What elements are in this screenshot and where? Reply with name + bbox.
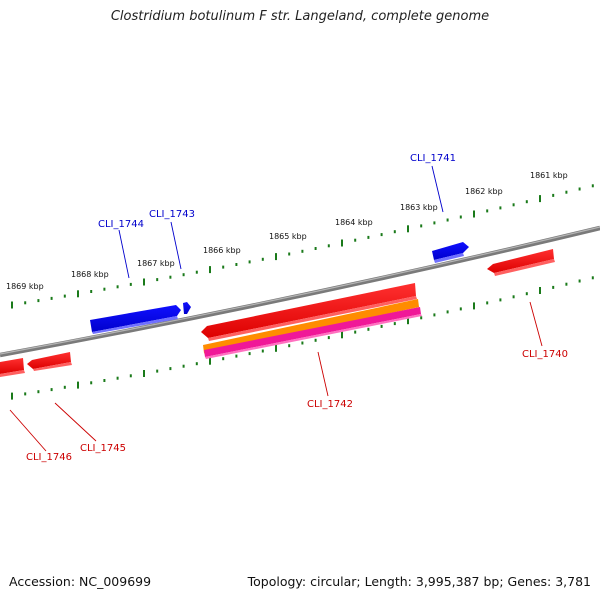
gene-label-cli1741[interactable]: CLI_1741 <box>410 153 456 164</box>
gene-label-cli1746[interactable]: CLI_1746 <box>26 452 72 463</box>
kbp-label: 1868 kbp <box>71 270 109 279</box>
kbp-label: 1861 kbp <box>530 171 568 180</box>
map-title: Clostridium botulinum F str. Langeland, … <box>110 9 490 24</box>
topology-text: Topology: circular; Length: 3,995,387 bp… <box>247 574 591 589</box>
gene-label-cli1740[interactable]: CLI_1740 <box>522 349 568 360</box>
gene-cli1742[interactable] <box>201 283 417 341</box>
outer-tick-track <box>11 184 594 309</box>
kbp-label: 1867 kbp <box>137 259 175 268</box>
label-leaders <box>9 165 543 452</box>
gene-label-cli1745[interactable]: CLI_1745 <box>80 443 126 454</box>
kbp-label: 1866 kbp <box>203 246 241 255</box>
gene-cli1745[interactable] <box>27 352 72 371</box>
kbp-label: 1863 kbp <box>400 203 438 212</box>
kbp-label: 1862 kbp <box>465 187 503 196</box>
kbp-labels: 1869 kbp 1868 kbp 1867 kbp 1866 kbp 1865… <box>6 171 568 291</box>
pink-feature[interactable] <box>204 307 422 359</box>
gene-cli1746[interactable] <box>0 358 25 377</box>
gene-label-cli1743[interactable]: CLI_1743 <box>149 209 195 220</box>
kbp-label: 1869 kbp <box>6 282 44 291</box>
gene-cli1741[interactable] <box>432 242 469 263</box>
gene-label-cli1744[interactable]: CLI_1744 <box>98 219 144 230</box>
gene-cli1744[interactable] <box>90 305 181 334</box>
gene-label-cli1742[interactable]: CLI_1742 <box>307 399 353 410</box>
kbp-label: 1864 kbp <box>335 218 373 227</box>
gene-cli1740[interactable] <box>487 249 555 276</box>
gene-cli1743[interactable] <box>183 302 191 314</box>
genome-backbone <box>0 225 600 358</box>
kbp-label: 1865 kbp <box>269 232 307 241</box>
accession-text: Accession: NC_009699 <box>9 574 152 589</box>
